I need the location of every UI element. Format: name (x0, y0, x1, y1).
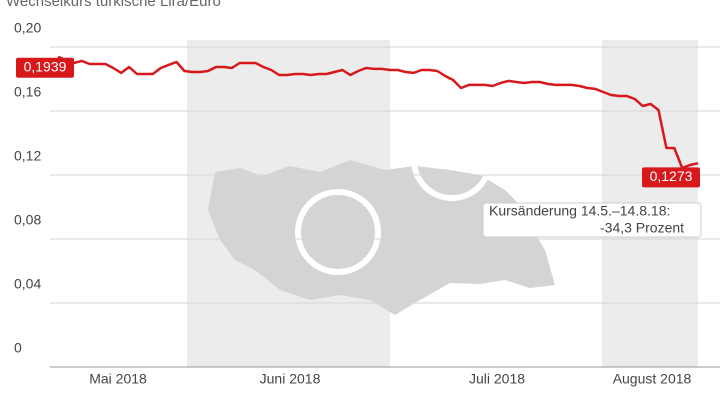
y-tick-label: 0 (14, 340, 22, 356)
value-label: 0,1939 (24, 58, 67, 74)
annotation: Kursänderung 14.5.–14.8.18: (489, 203, 670, 219)
y-tick-label: 0,12 (14, 148, 41, 164)
y-tick-label: 0,16 (14, 84, 41, 100)
x-tick-label: Juli 2018 (469, 371, 525, 387)
value-label-box (16, 57, 74, 78)
map-illustration (208, 119, 555, 315)
y-tick-label: 0,08 (14, 212, 41, 228)
y-tick-label: 0,20 (14, 20, 41, 36)
x-tick-label: August 2018 (613, 371, 692, 387)
x-tick-label: Mai 2018 (89, 371, 147, 387)
chart-title: Wechselkurs türkische Lira/Euro (6, 0, 221, 10)
annotation-box (482, 202, 702, 238)
y-tick-label: 0,04 (14, 276, 41, 292)
line (57, 55, 699, 170)
value-label: 0,1273 (650, 168, 693, 184)
x-tick-label: Juni 2018 (260, 371, 321, 387)
annotation: -34,3 Prozent (600, 220, 684, 236)
value-label-box (642, 167, 700, 188)
